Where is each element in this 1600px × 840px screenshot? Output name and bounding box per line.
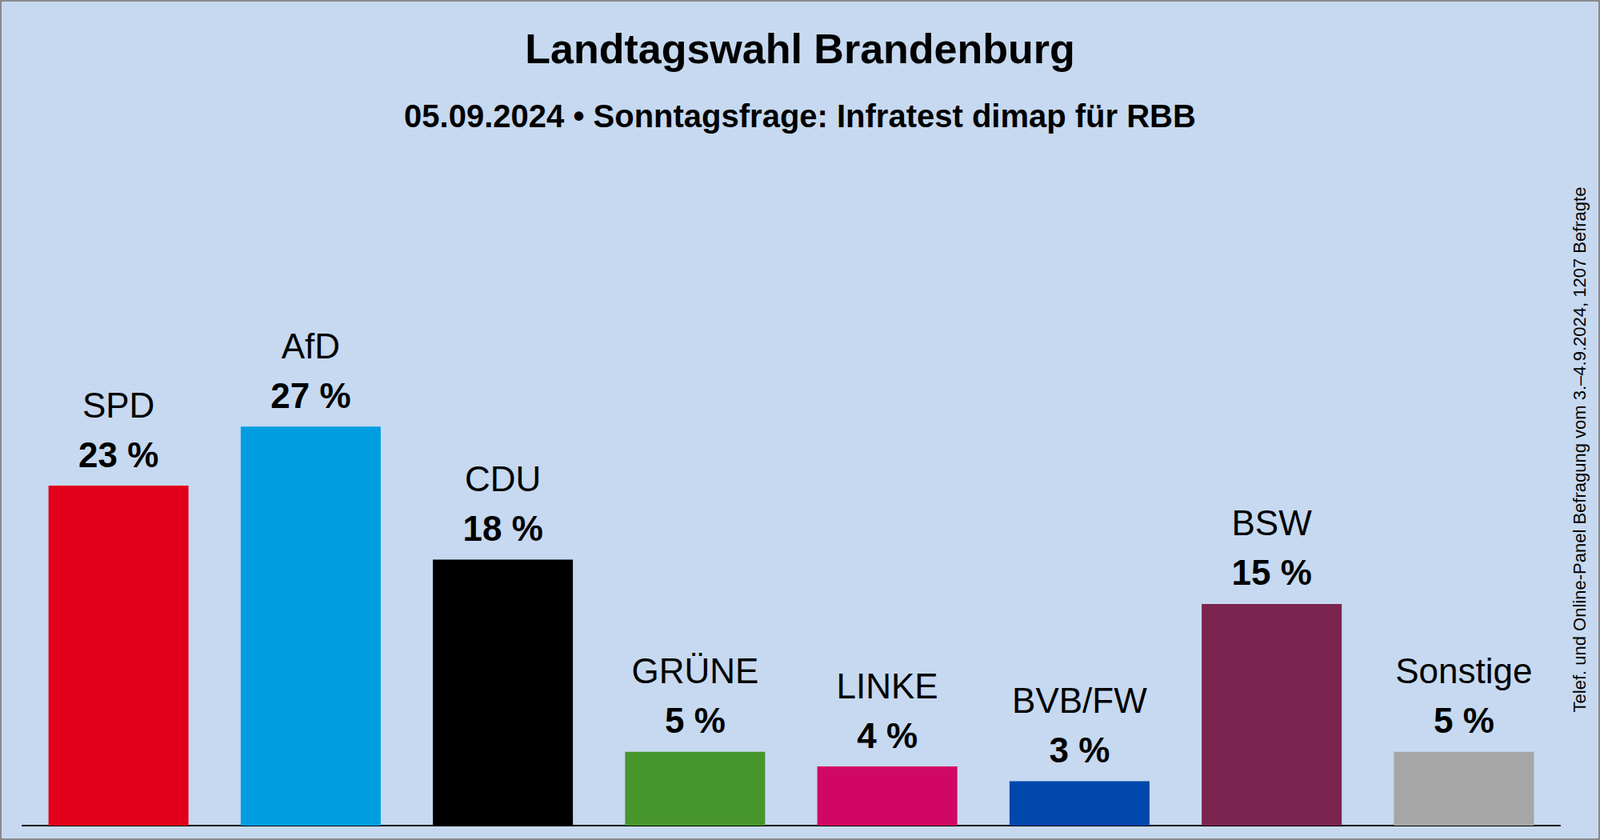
svg-text:3 %: 3 % <box>1048 730 1110 770</box>
svg-text:5 %: 5 % <box>1433 700 1495 740</box>
svg-text:BVB/FW: BVB/FW <box>1012 680 1148 720</box>
svg-text:18 %: 18 % <box>462 508 543 548</box>
svg-text:4 %: 4 % <box>856 716 918 756</box>
svg-text:Infratest dimap: Infratest dimap <box>836 98 1067 134</box>
svg-text:5 %: 5 % <box>664 700 726 740</box>
svg-text:CDU: CDU <box>464 459 541 499</box>
svg-text:Sonstige: Sonstige <box>1395 651 1532 691</box>
svg-text:23 %: 23 % <box>78 435 159 475</box>
svg-text:SPD: SPD <box>82 385 155 425</box>
svg-text:05.09.2024 • Sonntagsfrage:: 05.09.2024 • Sonntagsfrage: <box>404 98 837 134</box>
svg-text:Telef. und Online-Panel Befrag: Telef. und Online-Panel Befragung vom 3.… <box>1569 187 1590 713</box>
svg-text:Landtagswahl Brandenburg: Landtagswahl Brandenburg <box>524 25 1076 72</box>
svg-text:15 %: 15 % <box>1231 552 1312 592</box>
svg-text:BSW: BSW <box>1232 503 1313 543</box>
svg-text:für RBB: für RBB <box>1066 98 1196 134</box>
svg-text:27 %: 27 % <box>270 376 351 416</box>
svg-text:LINKE: LINKE <box>836 666 939 706</box>
svg-text:AfD: AfD <box>281 326 340 366</box>
svg-text:GRÜNE: GRÜNE <box>631 651 759 691</box>
